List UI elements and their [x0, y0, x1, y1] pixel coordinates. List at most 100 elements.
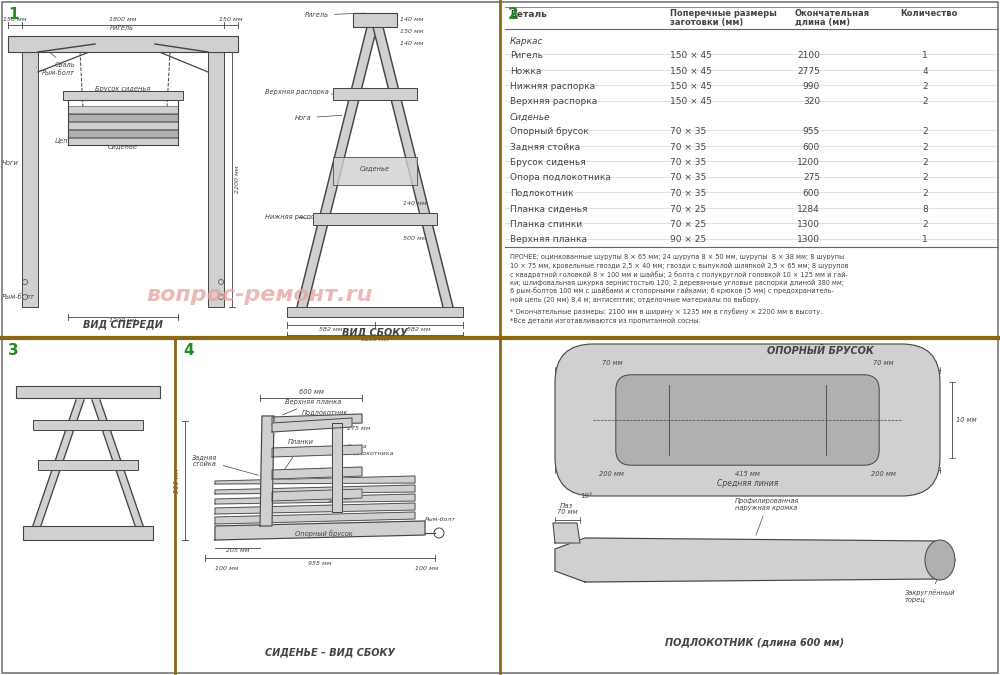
- Text: Паз: Паз: [560, 503, 573, 509]
- Ellipse shape: [925, 540, 955, 580]
- Text: 100 мм: 100 мм: [215, 566, 239, 571]
- Text: 4: 4: [183, 343, 194, 358]
- Polygon shape: [215, 512, 415, 524]
- Text: 415 мм: 415 мм: [735, 471, 760, 477]
- Circle shape: [218, 279, 224, 284]
- Text: 4: 4: [922, 67, 928, 76]
- Polygon shape: [555, 538, 955, 582]
- Text: Брусок сиденья: Брусок сиденья: [95, 86, 150, 92]
- Text: 1235 мм: 1235 мм: [361, 337, 389, 342]
- Text: заготовки (мм): заготовки (мм): [670, 18, 743, 27]
- Text: 582 мм: 582 мм: [407, 327, 431, 332]
- Text: 150 × 45: 150 × 45: [670, 51, 712, 60]
- Text: Сиденье: Сиденье: [108, 143, 138, 149]
- Text: Цепь: Цепь: [55, 138, 72, 144]
- Text: длина (мм): длина (мм): [795, 18, 850, 27]
- Text: 2: 2: [922, 189, 928, 198]
- Text: вопрос-ремонт.ru: вопрос-ремонт.ru: [147, 285, 373, 305]
- Text: 150 × 45: 150 × 45: [670, 82, 712, 91]
- Text: 70 мм: 70 мм: [873, 360, 893, 366]
- Bar: [333, 157, 417, 185]
- Polygon shape: [92, 400, 148, 540]
- Text: 200 мм: 200 мм: [599, 471, 624, 477]
- Text: ВИД СБОКУ: ВИД СБОКУ: [342, 327, 408, 337]
- Bar: [68, 106, 178, 113]
- Bar: [68, 138, 178, 145]
- Text: 1: 1: [922, 236, 928, 244]
- Text: Брусок сиденья: Брусок сиденья: [510, 158, 586, 167]
- Text: 500 мм: 500 мм: [174, 468, 180, 493]
- Text: 150 мм: 150 мм: [3, 17, 27, 22]
- Text: Планки
спинки: Планки спинки: [282, 439, 314, 474]
- Text: Планка спинки: Планка спинки: [510, 220, 582, 229]
- Text: 150 × 45: 150 × 45: [670, 97, 712, 107]
- Text: Подлокотник: Подлокотник: [302, 409, 348, 415]
- Text: 955: 955: [803, 127, 820, 136]
- Polygon shape: [332, 423, 342, 512]
- Text: Задняя стойка: Задняя стойка: [510, 142, 580, 151]
- Polygon shape: [272, 489, 362, 501]
- Text: 1200 мм: 1200 мм: [109, 318, 137, 323]
- Text: Верхняя планка: Верхняя планка: [283, 399, 341, 415]
- Polygon shape: [553, 523, 580, 543]
- Text: 3: 3: [8, 343, 19, 358]
- Text: 600: 600: [803, 142, 820, 151]
- Text: 200 мм: 200 мм: [871, 471, 896, 477]
- Text: 150 мм: 150 мм: [219, 17, 243, 22]
- Bar: [68, 124, 178, 133]
- Text: Каркас: Каркас: [510, 37, 544, 46]
- Circle shape: [22, 294, 28, 300]
- Text: Нижняя распорка: Нижняя распорка: [265, 214, 327, 220]
- Text: 1300: 1300: [797, 220, 820, 229]
- Text: 2: 2: [922, 142, 928, 151]
- Bar: [68, 130, 178, 137]
- Text: Средняя линия: Средняя линия: [717, 479, 778, 488]
- Text: 320: 320: [803, 97, 820, 107]
- Text: ной цепь (20 мм) 8,4 м; антисептик; отделочные материалы по выбору.: ной цепь (20 мм) 8,4 м; антисептик; отде…: [510, 296, 761, 304]
- Text: Ригель: Ригель: [510, 51, 543, 60]
- Circle shape: [218, 294, 224, 300]
- Text: Нижняя распорка: Нижняя распорка: [510, 82, 595, 91]
- Bar: [68, 114, 178, 123]
- Text: ки; шлифовальная шкурка зернистостью 120; 2 деревянные угловые распорки длиной 3: ки; шлифовальная шкурка зернистостью 120…: [510, 279, 844, 286]
- Text: Ригель: Ригель: [305, 12, 364, 18]
- Polygon shape: [215, 485, 415, 494]
- Text: 990: 990: [803, 82, 820, 91]
- Text: 600 мм: 600 мм: [299, 389, 323, 395]
- Text: Сиденье: Сиденье: [510, 113, 550, 122]
- Text: 2200 мм: 2200 мм: [235, 166, 240, 193]
- Text: 275: 275: [803, 173, 820, 182]
- Text: Опора подлокотника: Опора подлокотника: [510, 173, 611, 182]
- Polygon shape: [373, 27, 453, 307]
- Bar: [33, 420, 143, 430]
- Text: 955 мм: 955 мм: [308, 561, 332, 566]
- Bar: [208, 52, 224, 307]
- Text: 70 × 35: 70 × 35: [670, 127, 706, 136]
- Text: 2100: 2100: [797, 51, 820, 60]
- Bar: [353, 13, 397, 27]
- Text: Ножка: Ножка: [510, 67, 541, 76]
- Text: Ноги: Ноги: [2, 160, 19, 166]
- Text: 140 мм: 140 мм: [403, 201, 426, 206]
- Text: 10°: 10°: [580, 493, 592, 499]
- Text: Верхняя распорка: Верхняя распорка: [510, 97, 597, 107]
- Polygon shape: [215, 503, 415, 514]
- Text: 70 × 35: 70 × 35: [670, 158, 706, 167]
- Bar: [8, 36, 238, 52]
- Text: 2: 2: [922, 158, 928, 167]
- Text: ПРОЧЕЕ: оцинкованные шурупы 8 × 65 мм; 24 шурупа 8 × 50 мм, шурупы  8 × 38 мм; 8: ПРОЧЕЕ: оцинкованные шурупы 8 × 65 мм; 2…: [510, 254, 844, 260]
- Text: Окончательная: Окончательная: [795, 9, 870, 18]
- Text: 70 × 35: 70 × 35: [670, 189, 706, 198]
- Text: 1800 мм: 1800 мм: [109, 17, 137, 22]
- Bar: [63, 91, 183, 100]
- Text: СИДЕНЬЕ – ВИД СБОКУ: СИДЕНЬЕ – ВИД СБОКУ: [265, 647, 395, 657]
- Bar: [313, 213, 437, 225]
- Polygon shape: [215, 476, 415, 484]
- Bar: [68, 122, 178, 129]
- Text: 6 рым-болтов 100 мм с шайбами и стопорными гайками; 6 крюков (5 мм) с предохрани: 6 рым-болтов 100 мм с шайбами и стопорны…: [510, 288, 834, 296]
- Text: 10°: 10°: [327, 498, 338, 503]
- Text: Количество: Количество: [900, 9, 957, 18]
- Text: 1200: 1200: [797, 158, 820, 167]
- Text: Рым-болт: Рым-болт: [36, 67, 75, 76]
- Text: 2: 2: [922, 127, 928, 136]
